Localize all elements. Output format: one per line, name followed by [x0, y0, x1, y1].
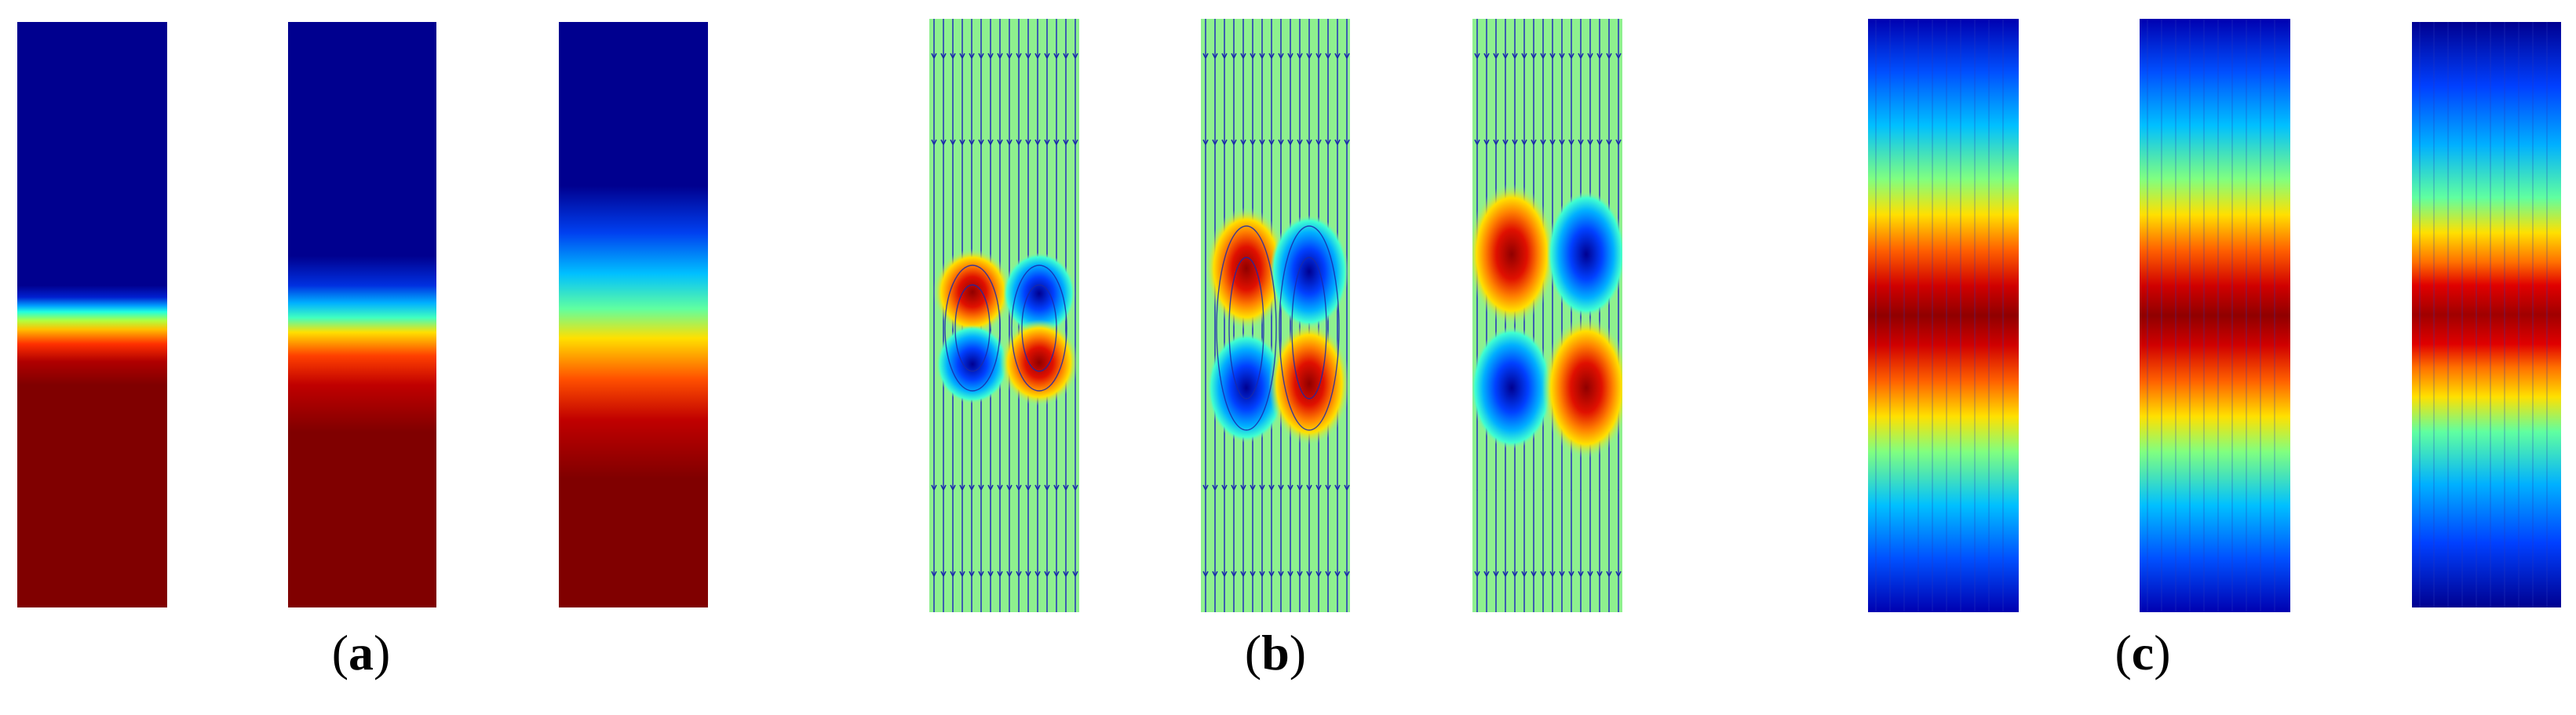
- panel-c-strip-3: [2412, 22, 2561, 607]
- panel-c-strip-1: [1868, 19, 2019, 612]
- panel-b-strip-3: [1472, 19, 1622, 612]
- panel-label-b: (b): [1244, 625, 1307, 680]
- panel-a-strip-1: [17, 22, 167, 607]
- panel-label-c: (c): [2114, 625, 2171, 680]
- panel-c-strip-2: [2140, 19, 2290, 612]
- panel-a-strip-2: [288, 22, 436, 607]
- panel-a-strip-3: [559, 22, 708, 607]
- panel-b-strip-2: [1201, 19, 1350, 612]
- panel-label-a: (a): [331, 625, 391, 680]
- panel-b-strip-1: [929, 19, 1079, 612]
